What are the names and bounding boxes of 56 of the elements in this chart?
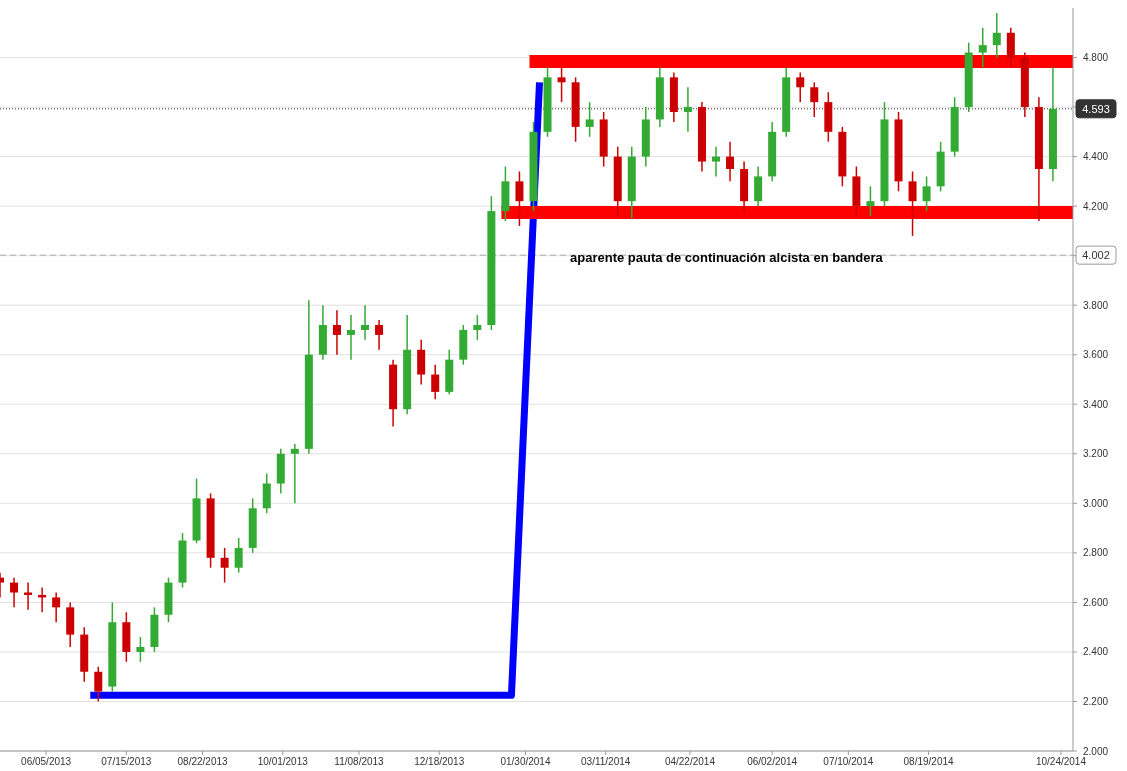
candlestick	[346, 314, 355, 361]
y-tick-label: 4.200	[1083, 200, 1109, 212]
candlestick	[712, 145, 720, 178]
candlestick	[866, 185, 875, 217]
x-tick-label: 06/05/2013	[21, 756, 72, 767]
x-tick-label: 10/24/2014	[1035, 756, 1087, 767]
y-tick-label: 2.600	[1083, 596, 1109, 608]
x-tick-label: 07/15/2013	[101, 756, 152, 767]
x-tick-label: 08/22/2013	[177, 756, 229, 767]
candlestick	[978, 27, 987, 69]
candlestick	[361, 304, 370, 341]
candlestick	[810, 81, 819, 118]
x-tick-label: 01/30/2014	[500, 756, 551, 767]
y-tick-label: 3.000	[1083, 497, 1109, 509]
candlestick	[24, 581, 33, 611]
y-tick-label: 3.600	[1083, 349, 1109, 361]
candlestick	[375, 319, 384, 351]
candlestick	[136, 636, 145, 663]
candlestick	[585, 101, 594, 138]
x-tick-label: 04/22/2014	[664, 756, 716, 767]
candlestick	[515, 170, 524, 227]
candlestick	[557, 66, 566, 103]
y-tick-label: 2.800	[1083, 547, 1109, 559]
candlestick	[796, 71, 805, 103]
candlestick	[992, 12, 1001, 59]
y-tick-label: 4.800	[1083, 52, 1109, 64]
candlestick	[290, 443, 299, 505]
y-tick-label: 2.400	[1083, 646, 1109, 658]
y-tick-label: 2.200	[1083, 695, 1109, 707]
candlestick	[431, 363, 440, 401]
x-tick-label: 06/02/2014	[747, 756, 798, 767]
x-tick-label: 08/19/2014	[903, 756, 955, 767]
y-tick-label: 3.200	[1083, 448, 1109, 460]
candlestick	[220, 547, 229, 584]
candlestick	[10, 576, 19, 609]
y-tick-label: 2.000	[1083, 745, 1109, 757]
y-tick-label: 4.400	[1083, 151, 1109, 163]
x-tick-label: 11/08/2013	[334, 756, 385, 767]
ref-line-label: 4.593	[1082, 102, 1110, 115]
x-tick-label: 12/18/2013	[414, 756, 465, 767]
candlestick	[332, 309, 341, 356]
candlestick	[52, 591, 61, 623]
x-tick-label: 03/11/2014	[581, 756, 631, 767]
candlestick	[726, 140, 735, 183]
candlestick	[234, 537, 243, 574]
annotation: aparente pauta de continuación alcista en bandera	[570, 250, 884, 265]
x-tick-label: 10/01/2013	[257, 756, 309, 767]
y-tick-label: 3.800	[1083, 299, 1109, 311]
candlestick	[922, 175, 931, 212]
candlestick	[683, 86, 692, 133]
candlestick	[94, 666, 103, 703]
y-tick-label: 3.400	[1083, 398, 1109, 410]
candlestick	[908, 170, 917, 237]
x-tick-label: 07/10/2014	[823, 756, 874, 767]
ref-line-label: 4.002	[1082, 249, 1110, 262]
candlestick	[473, 314, 482, 341]
